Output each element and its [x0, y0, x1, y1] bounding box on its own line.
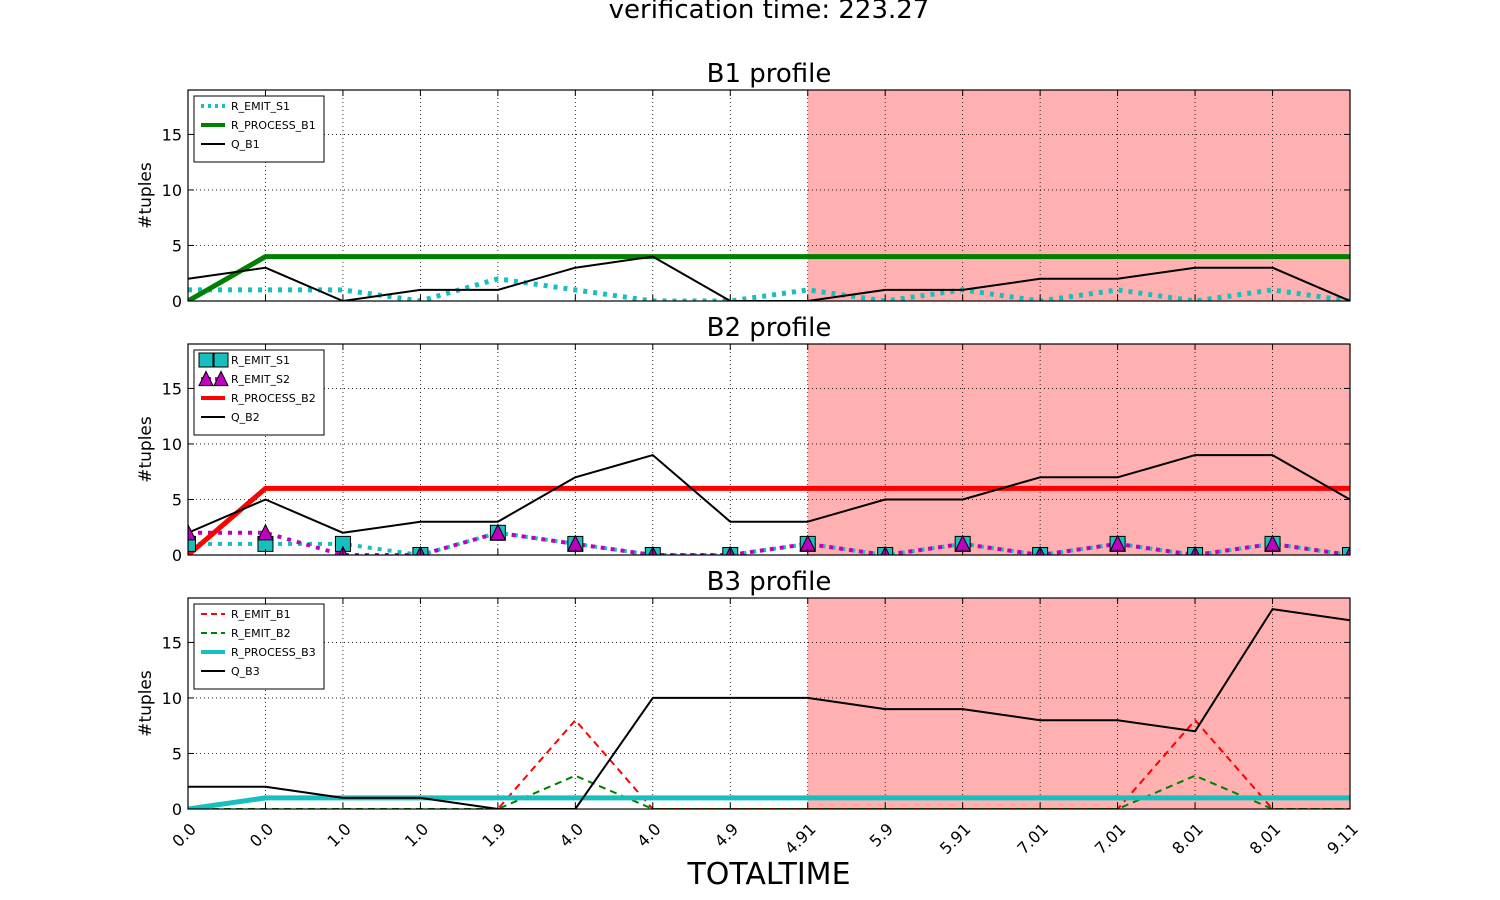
x-tick-label: 9.11 [1323, 819, 1362, 858]
legend-label: R_EMIT_S1 [231, 100, 290, 113]
x-tick-label: 0.0 [168, 819, 199, 850]
legend: R_EMIT_S1 R_PROCESS_B1 Q_B1 [193, 95, 325, 163]
y-tick-label: 10 [162, 689, 182, 708]
x-tick-label: 4.0 [633, 819, 664, 850]
series-group [188, 254, 1350, 301]
panel-title: B3 profile [707, 567, 832, 597]
x-axis-label: TOTALTIME [686, 857, 850, 892]
panel-1: 0 5 10 15 B1 profile #tuples R_EMIT_S1 R_PROCES… [136, 59, 1351, 311]
legend-marker [213, 370, 229, 387]
data-point-r-emit-s2 [188, 523, 197, 541]
shaded-region [807, 90, 1350, 301]
x-tick-label: 0.0 [246, 819, 277, 850]
series-line-r-emit-b1 [188, 719, 1350, 809]
x-tick-label: 1.0 [323, 819, 354, 850]
legend-marker [198, 352, 214, 368]
series-group [188, 608, 1350, 809]
x-tick-label: 7.01 [1013, 819, 1052, 858]
grid [188, 90, 1350, 301]
y-tick-label: 0 [172, 546, 182, 565]
panel-3: 0 5 10 15 0.0 0.0 1.0 1.0 1.9 4.0 4.0 4.9 4.91 5.9 5.9… [136, 567, 1362, 858]
x-tick-label: 5.91 [936, 819, 975, 858]
y-axis-label: #tuples [136, 670, 156, 737]
data-point-r-emit-s1 [1342, 547, 1350, 555]
y-tick-label: 0 [172, 800, 182, 819]
legend: R_EMIT_B1 R_EMIT_B2 R_PROCESS_B3 Q_B3 [193, 603, 325, 690]
y-axis-label: #tuples [136, 162, 156, 229]
series-line-r-emit-b2 [188, 774, 1350, 809]
legend-label: R_PROCESS_B1 [231, 119, 316, 132]
x-tick-label: 8.01 [1246, 819, 1285, 858]
data-point-r-emit-s2 [257, 523, 274, 541]
series-line-q-b3 [188, 608, 1350, 809]
series-line-q-b1 [188, 255, 1350, 301]
y-tick-label: 5 [172, 490, 182, 509]
axes-frame [187, 89, 1351, 302]
x-tick-label: 4.91 [781, 819, 820, 858]
legend: R_EMIT_S1 R_EMIT_S2 R_PROCESS_B2 Q_B2 [193, 349, 325, 436]
x-tick-label: 1.9 [478, 819, 509, 850]
shaded-region [807, 344, 1350, 555]
legend-marker [198, 370, 214, 387]
shaded-region [807, 598, 1350, 809]
x-tick-label: 8.01 [1168, 819, 1207, 858]
y-tick-label: 15 [162, 125, 182, 144]
series-line-q-b2 [188, 454, 1350, 534]
figure-suptitle: verification time: 223.27 [609, 0, 930, 25]
data-point-r-emit-s2 [489, 523, 507, 541]
series-line-r-process-b1 [188, 254, 1350, 301]
y-tick-label: 0 [172, 292, 182, 311]
axes-frame [187, 343, 1351, 556]
legend-label: Q_B3 [231, 665, 260, 678]
panel-title: B2 profile [707, 313, 832, 343]
axes-frame [187, 597, 1351, 810]
y-tick-label: 5 [172, 744, 182, 763]
legend-label: R_PROCESS_B2 [231, 392, 316, 405]
panels: 0 5 10 15 B1 profile #tuples R_EMIT_S1 R_PROCES… [136, 59, 1362, 858]
legend-label: R_EMIT_S2 [231, 373, 290, 386]
series-line-r-emit-s2 [188, 530, 1350, 555]
y-tick-label: 10 [162, 435, 182, 454]
legend-marker [213, 352, 229, 368]
panel-title: B1 profile [707, 59, 832, 89]
data-point-r-emit-s1 [188, 535, 196, 552]
y-tick-label: 10 [162, 181, 182, 200]
y-tick-label: 15 [162, 379, 182, 398]
grid [188, 344, 1350, 555]
legend-label: Q_B1 [231, 138, 260, 151]
legend-label: Q_B2 [231, 411, 260, 424]
x-tick-label: 7.01 [1091, 819, 1130, 858]
series-line-r-process-b2 [188, 485, 1350, 555]
legend-box [193, 603, 325, 690]
y-tick-label: 5 [172, 236, 182, 255]
x-tick-label: 4.0 [556, 819, 587, 850]
legend-label: R_EMIT_B1 [231, 608, 291, 621]
y-tick-label: 15 [162, 633, 182, 652]
series-group [188, 454, 1350, 555]
y-axis-label: #tuples [136, 416, 156, 483]
x-tick-label: 5.9 [866, 819, 897, 850]
legend-label: R_EMIT_B2 [231, 627, 291, 640]
x-tick-label: 4.9 [711, 819, 742, 850]
legend-label: R_PROCESS_B3 [231, 646, 316, 659]
legend-label: R_EMIT_S1 [231, 354, 290, 367]
x-tick-label: 1.0 [401, 819, 432, 850]
